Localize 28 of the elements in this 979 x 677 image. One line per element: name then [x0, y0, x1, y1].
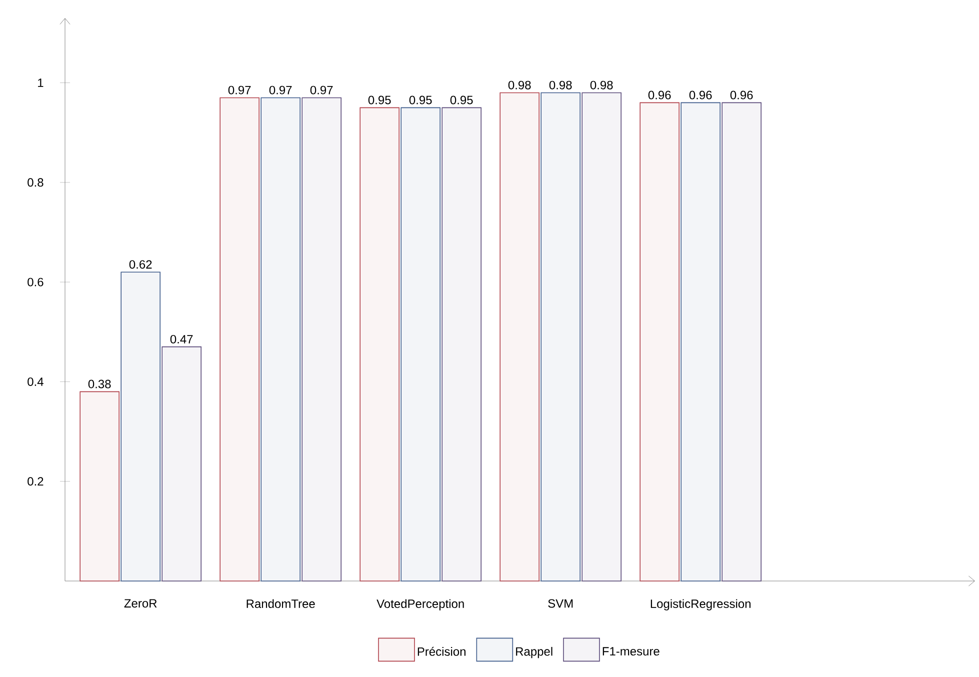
data-label: 0.95 — [450, 96, 473, 104]
x-tick-label: LogisticRegression — [650, 599, 751, 610]
y-tick-label: 0.6 — [28, 278, 44, 286]
data-label: 0.38 — [88, 380, 111, 388]
x-tick-label: SVM — [548, 599, 573, 608]
y-tick-label: 0.2 — [28, 477, 44, 486]
x-tick-label: RandomTree — [246, 599, 315, 608]
y-tick-label: 0.4 — [28, 377, 44, 386]
data-label: 0.97 — [228, 86, 251, 94]
data-label: 0.96 — [689, 90, 712, 100]
x-tick-label: ZeroR — [124, 599, 157, 608]
data-label: 0.47 — [170, 334, 193, 344]
data-label: 0.98 — [549, 80, 572, 90]
x-tick-label: VotedPerception — [376, 599, 464, 610]
legend-label: F1-mesure — [602, 647, 660, 656]
y-tick-label: 0.8 — [28, 178, 44, 187]
data-label: 0.98 — [508, 80, 531, 90]
data-label: 0.95 — [368, 96, 391, 104]
data-label: 0.96 — [648, 90, 671, 100]
data-label: 0.98 — [590, 80, 613, 90]
legend-label: Précision — [418, 646, 466, 656]
legend-label: Rappel — [516, 646, 552, 658]
data-label: 0.97 — [269, 86, 292, 94]
y-tick-label: 1 — [38, 78, 44, 87]
data-label: 0.97 — [310, 86, 333, 94]
data-label: 0.62 — [129, 260, 152, 269]
data-label: 0.96 — [730, 90, 753, 100]
data-label: 0.95 — [409, 96, 432, 104]
